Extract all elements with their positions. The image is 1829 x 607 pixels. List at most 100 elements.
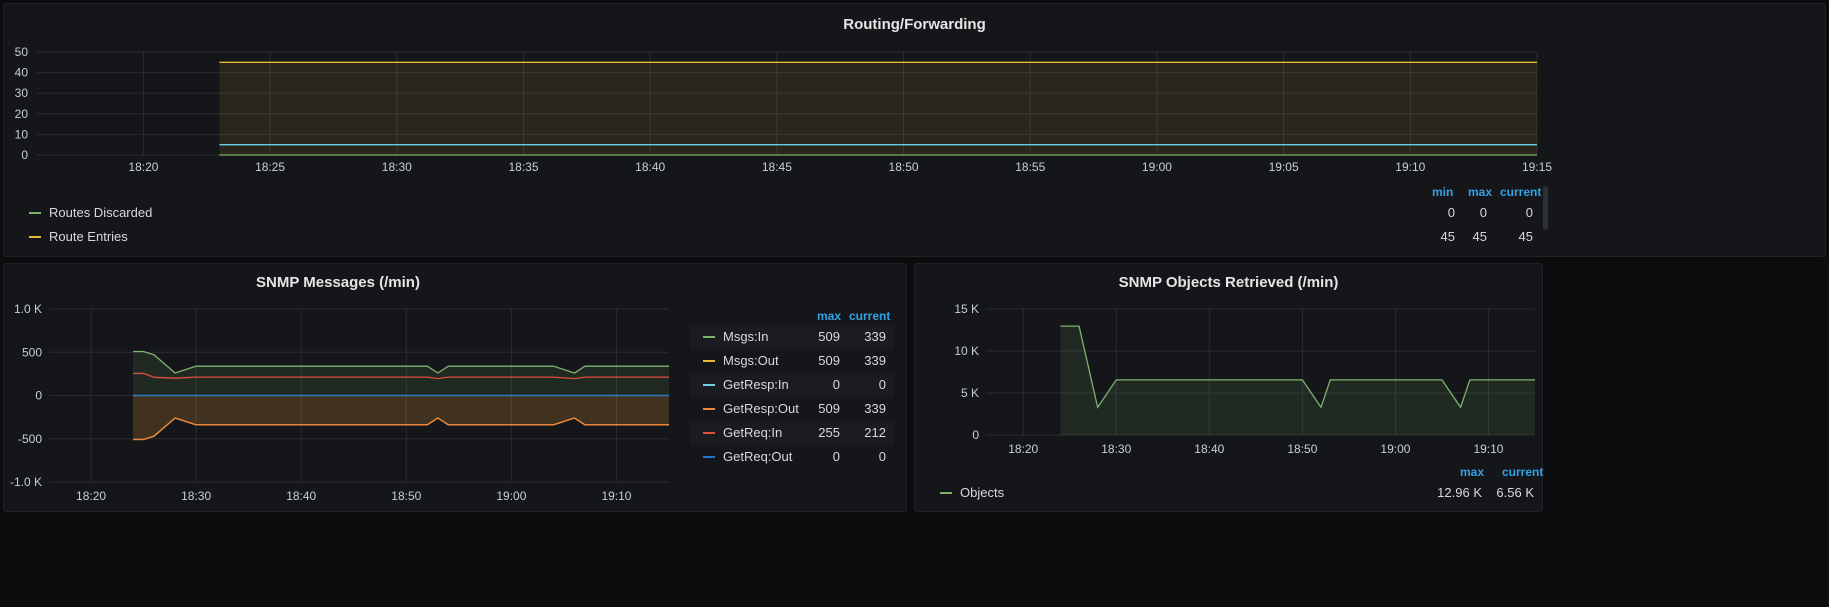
legend-scrollbar[interactable] [1543, 186, 1548, 230]
legend-color-swatch[interactable] [703, 336, 715, 338]
series-area [219, 62, 1538, 155]
x-tick-label: 19:15 [1522, 160, 1552, 174]
legend-color-swatch[interactable] [703, 360, 715, 362]
legend-header-max[interactable]: max [1468, 185, 1493, 199]
y-tick-label: 20 [15, 107, 29, 121]
panel-title[interactable]: Routing/Forwarding [843, 16, 986, 33]
panel-snmp-objects: SNMP Objects Retrieved (/min) 0 5 K 10 K 15… [914, 263, 1543, 512]
x-tick-label: 18:50 [1287, 442, 1317, 456]
x-tick-label: 18:40 [1194, 442, 1224, 456]
x-tick-label: 19:00 [496, 489, 526, 503]
legend-series-name: GetResp:Out [723, 401, 799, 416]
y-tick-label: 5 K [961, 386, 979, 400]
panel-routing-forwarding: Routing/Forwarding 0 10 20 30 40 50 18:20 18:25… [3, 3, 1826, 257]
series-line [1060, 325, 1535, 409]
series-area [133, 351, 669, 396]
legend-max-value: 509 [818, 401, 840, 416]
y-tick-label: 10 K [954, 344, 979, 358]
legend-current-value: 6.56 K [1496, 485, 1534, 500]
legend-header-max[interactable]: max [1460, 465, 1485, 479]
x-tick-label: 18:45 [762, 160, 792, 174]
legend-item[interactable]: GetReq:In 255 212 [690, 421, 894, 445]
y-tick-label: 0 [972, 428, 979, 442]
legend-header-current[interactable]: current [1500, 185, 1542, 199]
legend-max-value: 509 [818, 353, 840, 368]
legend-min-value: 45 [1440, 229, 1455, 244]
legend-series-name: Msgs:In [723, 329, 769, 344]
series-area [133, 395, 669, 440]
legend-header-max[interactable]: max [817, 309, 842, 323]
legend-header-min[interactable]: min [1432, 185, 1454, 199]
y-tick-label: -500 [18, 432, 42, 446]
y-tick-label: 0 [35, 389, 42, 403]
legend-max-value: 12.96 K [1437, 485, 1482, 500]
legend-color-swatch[interactable] [29, 236, 41, 238]
y-tick-label: 40 [15, 66, 29, 80]
legend-color-swatch[interactable] [703, 384, 715, 386]
series-line [133, 372, 669, 380]
snmp-objects-chart: 0 5 K 10 K 15 K 18:20 18:30 18:40 18:50 19:00 19:… [954, 302, 1535, 456]
legend-series-name: GetResp:In [723, 377, 789, 392]
legend-item[interactable]: Route Entries 45 45 45 [16, 225, 1536, 249]
legend-item[interactable]: GetResp:Out 509 339 [690, 397, 894, 421]
x-tick-label: 18:40 [635, 160, 665, 174]
legend-max-value: 509 [818, 329, 840, 344]
y-tick-label: 0 [21, 148, 28, 162]
legend-item[interactable]: GetReq:Out 0 0 [690, 445, 894, 469]
x-tick-label: 18:55 [1015, 160, 1045, 174]
legend-item[interactable]: Routes Discarded 0 0 0 [16, 201, 1536, 225]
x-tick-label: 19:05 [1269, 160, 1299, 174]
legend-header-current[interactable]: current [1502, 465, 1544, 479]
x-tick-label: 19:00 [1380, 442, 1410, 456]
legend-series-name: Msgs:Out [723, 353, 779, 368]
y-tick-label: 30 [15, 86, 29, 100]
legend-color-swatch[interactable] [703, 432, 715, 434]
legend-current-value: 45 [1518, 229, 1533, 244]
x-tick-label: 18:20 [1008, 442, 1038, 456]
x-tick-label: 18:25 [255, 160, 285, 174]
legend-color-swatch[interactable] [29, 212, 41, 214]
legend-series-name: Route Entries [49, 229, 128, 244]
legend-current-value: 0 [878, 377, 886, 392]
legend-item[interactable]: Msgs:In 509 339 [690, 325, 894, 349]
y-tick-label: 15 K [954, 302, 979, 316]
legend-max-value: 0 [832, 377, 840, 392]
series-line [133, 350, 669, 374]
legend-item[interactable]: GetResp:In 0 0 [690, 373, 894, 397]
x-tick-label: 19:10 [601, 489, 631, 503]
legend-current-value: 339 [864, 353, 886, 368]
y-tick-label: 10 [15, 127, 29, 141]
panel-title[interactable]: SNMP Objects Retrieved (/min) [1118, 274, 1339, 291]
x-tick-label: 19:10 [1395, 160, 1425, 174]
snmp-messages-chart: -1.0 K -500 0 500 1.0 K 18:20 18:30 18:40 18:50 1… [10, 302, 669, 503]
x-tick-label: 19:00 [1142, 160, 1172, 174]
panel-title[interactable]: SNMP Messages (/min) [256, 274, 420, 291]
legend-color-swatch[interactable] [703, 408, 715, 410]
legend-max-value: 45 [1472, 229, 1487, 244]
x-tick-label: 18:30 [181, 489, 211, 503]
x-tick-label: 18:40 [286, 489, 316, 503]
legend-max-value: 0 [832, 449, 840, 464]
legend-header-current[interactable]: current [849, 309, 891, 323]
legend-current-value: 0 [878, 449, 886, 464]
legend-item[interactable]: Objects 12.96 K 6.56 K [927, 481, 1534, 505]
y-tick-label: 1.0 K [14, 302, 42, 316]
series-area [133, 395, 669, 440]
x-tick-label: 18:50 [391, 489, 421, 503]
legend-color-swatch[interactable] [703, 456, 715, 458]
series-line [133, 417, 669, 441]
y-tick-label: 50 [15, 45, 29, 59]
legend-item[interactable]: Msgs:Out 509 339 [690, 349, 894, 373]
legend-series-name: GetReq:In [723, 425, 783, 440]
legend-color-swatch[interactable] [940, 492, 952, 494]
legend-series-name: Objects [960, 485, 1005, 500]
legend-current-value: 339 [864, 329, 886, 344]
series-area [1060, 326, 1535, 435]
legend-series-name: GetReq:Out [723, 449, 793, 464]
y-tick-label: 500 [22, 345, 42, 359]
y-tick-label: -1.0 K [10, 475, 42, 489]
panel-snmp-messages: SNMP Messages (/min) -1.0 K -500 0 500 1.0 K… [3, 263, 907, 512]
legend-current-value: 212 [864, 425, 886, 440]
legend-max-value: 255 [818, 425, 840, 440]
x-tick-label: 18:20 [76, 489, 106, 503]
